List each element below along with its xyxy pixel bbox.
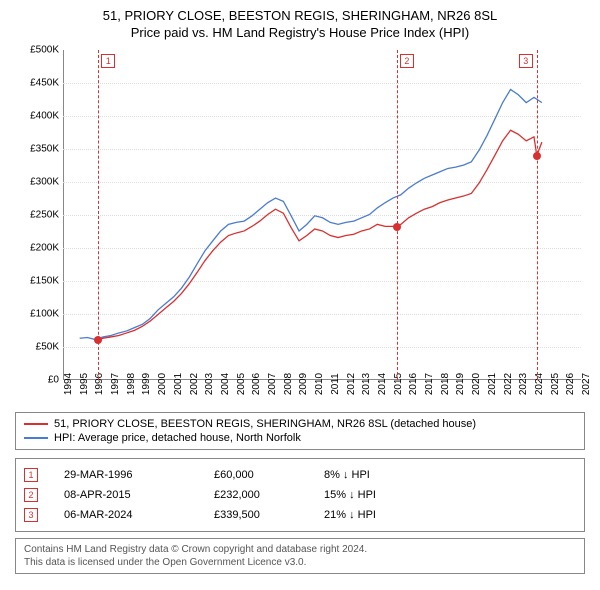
- y-axis-tick-label: £0: [15, 375, 59, 386]
- sale-event-line: [537, 50, 538, 380]
- y-axis-tick-label: £450K: [15, 78, 59, 89]
- sale-row-date: 06-MAR-2024: [64, 509, 204, 521]
- footer-line-2: This data is licensed under the Open Gov…: [24, 556, 576, 569]
- legend-label: 51, PRIORY CLOSE, BEESTON REGIS, SHERING…: [54, 418, 476, 430]
- sale-row-delta: 8% ↓ HPI: [324, 469, 444, 481]
- sale-row: 1 29-MAR-1996 £60,000 8% ↓ HPI: [24, 465, 576, 485]
- sale-row-date: 08-APR-2015: [64, 489, 204, 501]
- y-axis-tick-label: £300K: [15, 177, 59, 188]
- sale-event-marker: 1: [101, 54, 115, 68]
- legend: 51, PRIORY CLOSE, BEESTON REGIS, SHERING…: [15, 412, 585, 450]
- sale-event-line: [397, 50, 398, 380]
- sale-row: 3 06-MAR-2024 £339,500 21% ↓ HPI: [24, 505, 576, 525]
- sale-event-dot: [533, 152, 541, 160]
- y-axis-tick-label: £400K: [15, 111, 59, 122]
- sale-event-line: [98, 50, 99, 380]
- chart-title-subtitle: Price paid vs. HM Land Registry's House …: [10, 25, 590, 40]
- sales-table: 1 29-MAR-1996 £60,000 8% ↓ HPI 2 08-APR-2015 £…: [15, 458, 585, 532]
- sale-event-marker: 2: [400, 54, 414, 68]
- plot-area: [63, 50, 581, 380]
- chart-area: £0 £50K £100K £150K £200K £250K £300K £350K £400…: [15, 46, 585, 406]
- y-axis-tick-label: £200K: [15, 243, 59, 254]
- legend-label: HPI: Average price, detached house, Nort…: [54, 432, 301, 444]
- y-axis-tick-label: £50K: [15, 342, 59, 353]
- chart-lines-svg: [64, 50, 581, 379]
- sale-row-price: £60,000: [214, 469, 314, 481]
- sale-event-dot: [393, 223, 401, 231]
- series-line-property: [99, 130, 542, 339]
- sale-row-price: £232,000: [214, 489, 314, 501]
- sale-event-dot: [94, 336, 102, 344]
- y-axis-tick-label: £100K: [15, 309, 59, 320]
- chart-title-address: 51, PRIORY CLOSE, BEESTON REGIS, SHERING…: [10, 8, 590, 23]
- sale-row-delta: 15% ↓ HPI: [324, 489, 444, 501]
- sale-event-marker: 3: [519, 54, 533, 68]
- sale-row-price: £339,500: [214, 509, 314, 521]
- legend-item: HPI: Average price, detached house, Nort…: [24, 431, 576, 445]
- y-axis-tick-label: £150K: [15, 276, 59, 287]
- sale-row-marker: 2: [24, 488, 38, 502]
- legend-swatch: [24, 423, 48, 425]
- series-line-hpi: [80, 89, 542, 339]
- sale-row-marker: 1: [24, 468, 38, 482]
- footer-line-1: Contains HM Land Registry data © Crown c…: [24, 543, 576, 556]
- chart-title-block: 51, PRIORY CLOSE, BEESTON REGIS, SHERING…: [10, 8, 590, 40]
- legend-swatch: [24, 437, 48, 439]
- attribution-footer: Contains HM Land Registry data © Crown c…: [15, 538, 585, 574]
- sale-row: 2 08-APR-2015 £232,000 15% ↓ HPI: [24, 485, 576, 505]
- sale-row-delta: 21% ↓ HPI: [324, 509, 444, 521]
- sale-row-date: 29-MAR-1996: [64, 469, 204, 481]
- y-axis-tick-label: £350K: [15, 144, 59, 155]
- sale-row-marker: 3: [24, 508, 38, 522]
- x-axis-tick-label: 2027: [581, 373, 600, 395]
- y-axis-tick-label: £500K: [15, 45, 59, 56]
- y-axis-tick-label: £250K: [15, 210, 59, 221]
- legend-item: 51, PRIORY CLOSE, BEESTON REGIS, SHERING…: [24, 417, 576, 431]
